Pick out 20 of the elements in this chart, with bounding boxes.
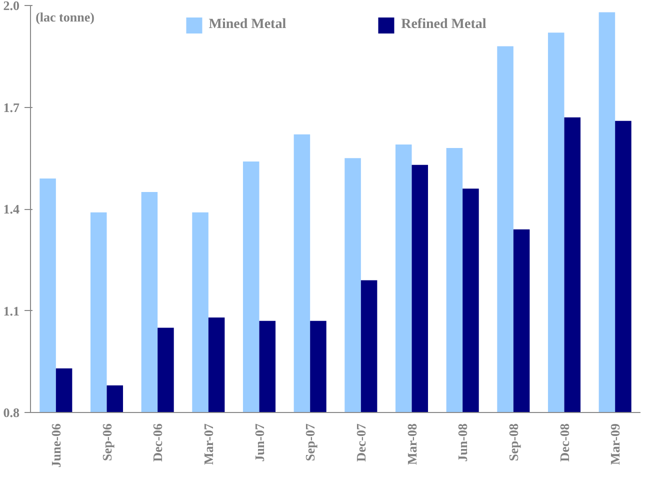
x-tick-label: Dec-06 [150,423,166,462]
x-tick-label: Jun-07 [252,423,267,462]
legend-label: Mined Metal [208,17,286,33]
x-tick-label: Sep-07 [302,423,318,462]
x-tick-label: June-06 [48,423,64,468]
y-tick-label: 1.1 [3,303,20,318]
x-tick-label: Mar-08 [404,423,420,465]
x-tick-label: Mar-07 [200,423,216,465]
x-tick-label: Mar-09 [608,423,623,465]
y-tick-label: 1.4 [3,202,20,216]
y-axis-title: (lac tonne) [36,10,94,24]
x-tick-label: Sep-08 [506,423,521,462]
y-tick-label: 2.0 [3,0,20,13]
x-tick-label: Dec-08 [556,423,572,462]
x-tick-label: Jun-08 [455,423,470,462]
y-tick-label: 0.8 [3,405,20,420]
x-tick-label: Sep-06 [99,423,114,462]
y-tick-label: 1.7 [3,100,20,115]
x-tick-label: Dec-07 [353,423,368,462]
legend-label: Refined Metal [401,17,486,33]
